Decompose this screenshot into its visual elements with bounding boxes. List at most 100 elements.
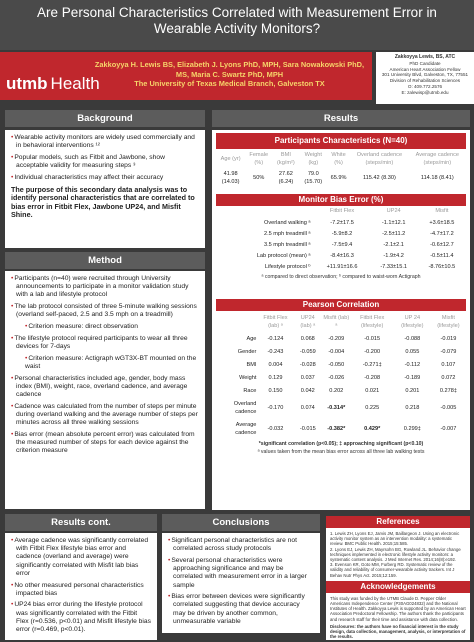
cell: -0.015 (299, 426, 316, 433)
cell: -0.243 (267, 348, 284, 355)
column-header: Fitbit Flex (lab) ᵃ (263, 314, 288, 329)
authors: Zakkoyya H. Lewis BS, Elizabeth J. Lyons… (92, 60, 367, 89)
acknowledgements-heading: Acknowledgements (326, 580, 470, 593)
references-list: 1. Lewis ZH, Lyons EJ, Jarvis JM, Bailla… (326, 528, 470, 581)
row-label: Weight (239, 374, 257, 381)
cell: 115.42 (8.30) (362, 175, 396, 181)
bullet: The lifestyle protocol required particip… (11, 335, 199, 351)
cell: -0.059 (299, 348, 316, 355)
bullet: Participants (n=40) were recruited throu… (11, 275, 199, 300)
contact-line: PhD Candidate (409, 60, 441, 66)
column-header: UP24 (386, 208, 401, 215)
cell: 50% (253, 175, 265, 181)
contact-line: O: 409.772.2576 (407, 83, 443, 89)
bullet: Popular models, such as Fitbit and Jawbo… (11, 154, 199, 170)
bullet: Cadence was calculated from the number o… (11, 403, 199, 428)
cell: -0.271‡ (362, 361, 382, 368)
author-names: Zakkoyya H. Lewis BS, Elizabeth J. Lyons… (94, 60, 365, 79)
cell: -8.4±16.3 (330, 253, 354, 260)
bullet: Personal characteristics included age, g… (11, 375, 199, 400)
cell: -7.5±9.4 (331, 241, 353, 248)
bullet: Wearable activity monitors are widely us… (11, 134, 199, 150)
cell: -7.33±15.1 (380, 264, 408, 271)
method-panel: Participants (n=40) were recruited throu… (5, 271, 205, 509)
sub-bullet: Criterion measure: Actigraph wGT3X-BT mo… (25, 355, 199, 371)
section-heading: Method (5, 252, 205, 269)
contact-line: American Heart Association Fellow (389, 66, 461, 72)
pearson-table: Fitbit Flex (lab) ᵃ UP24 (lab) ᵃ Misfit (l… (216, 311, 466, 439)
bullet: Bias error between devices were signific… (168, 593, 314, 626)
data-row: Race 0.150 0.042 0.202 0.021 0.201 0.278‡ (216, 384, 466, 397)
cell: 0.037 (300, 374, 315, 381)
cell: 0.202 (329, 387, 344, 394)
data-row: 3.5 mph treadmill ᵃ -7.5±9.4 -2.1±2.1 -0.6±… (216, 239, 466, 250)
cell: 0.225 (365, 404, 380, 411)
reference: 3. Evenson KR, Goto MM, Furberg RD. Syst… (330, 562, 455, 578)
cell: 0.021 (365, 387, 380, 394)
acknowledgements-body: This study was funded by the UTMB Claude… (330, 595, 466, 622)
header-row: Fitbit Flex (lab) ᵃ UP24 (lab) ᵃ Misfit (l… (216, 311, 466, 332)
data-row: Overland walking ᵃ -7.2±17.5 -1.1±12.1 +3.6… (216, 217, 466, 228)
results-panel: Participants Characteristics (N=40) Age (… (212, 130, 470, 510)
cell: 65.9% (330, 175, 347, 181)
column-header: Fitbit Flex (lifestyle) (360, 314, 385, 329)
row-label: Age (246, 335, 257, 342)
cell: -0.189 (404, 374, 421, 381)
logo: utmb Health (6, 74, 100, 94)
section-heading: Results (212, 110, 470, 127)
conclusions-panel: Significant personal characteristics are… (162, 533, 320, 633)
cell: -2.1±2.1 (383, 241, 404, 248)
column-header: Fitbit Flex (329, 208, 355, 215)
section-heading: Background (5, 110, 205, 127)
cell: +3.6±18.5 (429, 219, 455, 226)
table-note: *significant correlation (p<0.05); ‡ app… (258, 440, 424, 447)
table-note: ᵃ compared to direct observation; ᵇ comp… (261, 274, 421, 281)
bias-table: Fitbit Flex UP24 Misfit Overland walking ᵃ -… (216, 206, 466, 273)
section-heading: Conclusions (162, 514, 320, 531)
contact-line: Zakkoyya Lewis, BS, ATC (394, 54, 456, 60)
data-row: Average cadence -0.032 -0.015 -0.382* 0.429*… (216, 419, 466, 440)
row-label: Lifestyle protocol ᵇ (264, 264, 311, 271)
row-label: Average cadence (235, 421, 257, 437)
references-heading: References (326, 516, 470, 528)
cell: -0.050 (328, 361, 345, 368)
bullet: Several personal characteristics were ap… (168, 557, 314, 590)
cell: -0.382* (327, 426, 346, 433)
column-header: Age (yr) (220, 155, 241, 162)
cell: -0.004 (328, 348, 345, 355)
table-title: Participants Characteristics (N=40) (216, 133, 466, 149)
contact-box: Zakkoyya Lewis, BS, ATC PhD Candidate Amer… (376, 52, 474, 104)
cell: 0.129 (268, 374, 283, 381)
data-row: 2.5 mph treadmill ᵃ -5.9±8.2 -2.5±11.2 -4.7… (216, 228, 466, 239)
logo-mark: utmb (6, 74, 48, 93)
column-header: UP 24 (lifestyle) (401, 314, 424, 329)
data-row: Lifestyle protocol ᵇ +11.91±16.6 -7.33±15.… (216, 262, 466, 273)
table-title: Pearson Correlation (216, 299, 466, 312)
data-row: Gender -0.243 -0.059 -0.004 -0.200 0.055 -0.07… (216, 345, 466, 358)
corner (216, 206, 315, 217)
data-row: BMI 0.004 -0.028 -0.050 -0.271‡ -0.112 0.107 (216, 358, 466, 371)
cell: -0.200 (364, 348, 381, 355)
cell: -0.032 (267, 426, 284, 433)
cell: -0.005 (440, 404, 457, 411)
cell: 114.18 (8.41) (420, 175, 454, 181)
column-header: Female (%) (249, 151, 269, 166)
cell: -2.5±11.2 (382, 230, 406, 237)
column-header: Misfit (lifestyle) (437, 314, 460, 329)
cell: 0.278‡ (439, 387, 457, 394)
data-row: Weight 0.129 0.037 -0.026 -0.208 -0.189 0.072 (216, 371, 466, 384)
cell: +11.91±16.6 (326, 264, 358, 271)
sub-bullet: Criterion measure: direct observation (25, 323, 199, 331)
cell: 0.201 (405, 387, 420, 394)
reference: 2. Lyons EJ, Lewis ZH, Mayrsohn BG, Rowl… (330, 546, 461, 563)
cell: -0.028 (299, 361, 316, 368)
cell: -0.314* (327, 404, 346, 411)
cell: -5.9±8.2 (331, 230, 353, 237)
data-row: Age -0.124 0.068 -0.209 -0.015 -0.088 -0.019 (216, 332, 466, 345)
row-label: 3.5 mph treadmill ᵃ (263, 241, 311, 248)
bullet: UP24 bias error during the lifestyle pro… (11, 601, 151, 634)
row-label: 2.5 mph treadmill ᵃ (263, 230, 311, 237)
table-note: ᵃ values taken from the mean bias error … (257, 448, 425, 455)
contact-line: E: zalewisp@utmb.edu (401, 89, 449, 95)
